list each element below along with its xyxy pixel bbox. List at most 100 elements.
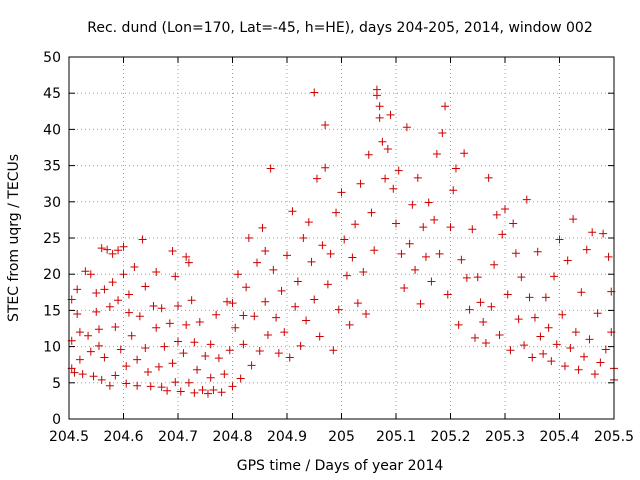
data-point — [517, 273, 526, 282]
data-point — [580, 352, 589, 361]
data-point — [133, 355, 142, 364]
data-point — [92, 307, 101, 316]
data-point — [119, 242, 128, 251]
data-point — [310, 295, 319, 304]
data-point — [342, 271, 351, 280]
data-point — [187, 296, 196, 305]
data-point — [318, 241, 327, 250]
data-point — [555, 235, 564, 244]
data-point — [503, 290, 512, 299]
data-point — [315, 332, 324, 341]
y-tick-label: 20 — [43, 267, 61, 283]
data-point — [539, 349, 548, 358]
data-point — [375, 113, 384, 122]
data-point — [577, 288, 586, 297]
data-point — [582, 245, 591, 254]
data-point — [359, 268, 368, 277]
data-point — [514, 315, 523, 324]
x-tick-label: 204.7 — [158, 429, 198, 445]
data-point — [103, 245, 112, 254]
data-point — [258, 223, 267, 232]
data-point — [124, 308, 133, 317]
data-point — [293, 277, 302, 286]
data-point — [501, 205, 509, 214]
data-point — [269, 265, 278, 274]
data-point — [133, 381, 142, 390]
data-point — [299, 234, 308, 242]
x-tick-label: 204.5 — [49, 429, 89, 445]
data-point — [378, 137, 387, 146]
data-point — [144, 367, 153, 376]
x-tick-label: 204.8 — [212, 429, 252, 445]
data-point — [533, 247, 542, 256]
data-point — [552, 340, 561, 349]
y-tick-label: 15 — [43, 303, 61, 319]
data-point — [372, 91, 381, 100]
y-tick-label: 25 — [43, 231, 61, 247]
data-point — [261, 247, 270, 256]
y-tick-label: 5 — [52, 376, 61, 392]
data-point — [100, 285, 109, 294]
data-point — [171, 378, 180, 387]
data-point — [220, 370, 229, 379]
data-point — [604, 252, 613, 261]
data-point — [111, 371, 120, 380]
data-point — [283, 251, 291, 260]
data-point — [146, 382, 155, 391]
data-point — [288, 207, 297, 216]
data-point — [449, 186, 458, 195]
data-point — [157, 383, 166, 392]
data-point — [154, 362, 163, 371]
data-point — [209, 386, 218, 395]
data-point — [397, 249, 406, 258]
grid-lines — [69, 57, 614, 419]
data-point — [138, 235, 147, 244]
data-point — [124, 290, 133, 299]
data-point — [122, 379, 131, 388]
data-point — [160, 342, 169, 351]
y-axis-label: STEC from uqrg / TECUs — [6, 154, 22, 322]
data-point — [351, 220, 360, 229]
data-point — [413, 173, 422, 182]
data-point — [94, 341, 103, 350]
data-point — [487, 302, 496, 311]
data-point — [127, 331, 136, 340]
data-point — [536, 332, 545, 341]
data-point — [547, 357, 556, 366]
data-point — [506, 346, 515, 355]
data-point — [326, 249, 335, 258]
data-point — [400, 283, 409, 292]
data-point — [492, 210, 501, 219]
data-point — [310, 88, 319, 97]
data-point — [157, 304, 166, 313]
data-point — [392, 219, 400, 228]
data-point — [179, 349, 188, 358]
data-point — [86, 347, 95, 356]
data-point — [190, 388, 199, 397]
data-point — [460, 149, 469, 158]
data-point — [108, 278, 117, 287]
data-point — [84, 331, 93, 340]
data-point — [541, 293, 550, 302]
data-point — [408, 200, 417, 209]
data-point — [201, 352, 210, 361]
data-point — [560, 362, 569, 371]
data-point — [593, 309, 602, 318]
data-point — [451, 164, 460, 173]
data-point — [566, 344, 575, 353]
data-point — [405, 239, 414, 248]
data-point — [332, 208, 341, 217]
data-point — [239, 311, 248, 320]
data-point — [171, 272, 180, 281]
data-point — [471, 333, 480, 342]
data-point — [119, 270, 128, 279]
data-point — [441, 102, 450, 111]
data-point — [261, 297, 270, 306]
data-point — [225, 346, 234, 355]
data-point — [411, 265, 420, 274]
data-point — [340, 235, 349, 244]
data-point — [228, 382, 237, 391]
data-point — [239, 340, 248, 349]
data-point — [571, 328, 580, 337]
data-point — [432, 150, 441, 159]
